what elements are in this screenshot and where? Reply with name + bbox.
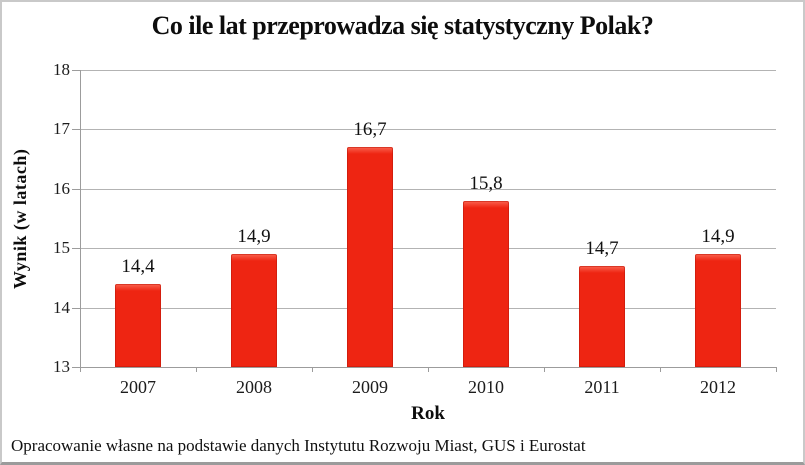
y-tick-mark <box>72 307 80 309</box>
gridline <box>80 129 776 131</box>
gridline <box>80 307 776 309</box>
x-tick-label: 2012 <box>700 377 736 397</box>
bar-value-label: 16,7 <box>353 119 387 141</box>
bar-value-label: 15,8 <box>469 172 503 194</box>
source-note: Opracowanie własne na podstawie danych I… <box>11 436 586 455</box>
x-tick-mark <box>544 367 545 372</box>
y-tick-mark <box>72 188 80 190</box>
bar-value-label: 14,7 <box>585 238 619 260</box>
chart-title: Co ile lat przeprowadza się statystyczny… <box>151 11 654 40</box>
y-tick-mark <box>72 248 80 250</box>
x-axis-title: Rok <box>411 403 445 424</box>
y-tick-label: 17 <box>53 119 70 139</box>
y-axis-title: Wynik (w latach) <box>10 148 30 289</box>
gridline <box>80 70 776 71</box>
bar <box>231 254 277 367</box>
y-tick-label: 16 <box>53 178 70 198</box>
bar-value-label: 14,9 <box>237 226 271 248</box>
gridline <box>80 248 776 250</box>
x-tick-mark <box>776 367 777 372</box>
y-tick-label: 14 <box>53 297 70 317</box>
x-tick-label: 2008 <box>236 377 272 397</box>
bar <box>115 283 161 367</box>
x-tick-label: 2009 <box>352 377 388 397</box>
x-tick-mark <box>428 367 429 372</box>
x-tick-label: 2007 <box>120 377 156 397</box>
x-tick-mark <box>312 367 313 372</box>
bar-value-label: 14,4 <box>121 255 155 277</box>
bar-value-label: 14,9 <box>701 226 735 248</box>
x-tick-mark <box>660 367 661 372</box>
x-tick-label: 2010 <box>468 377 504 397</box>
y-tick-mark <box>72 367 80 368</box>
y-tick-mark <box>72 129 80 131</box>
y-tick-label: 15 <box>53 238 70 258</box>
x-tick-mark <box>80 367 81 372</box>
bar <box>463 200 509 367</box>
x-tick-mark <box>196 367 197 372</box>
y-tick-label: 13 <box>53 357 70 376</box>
y-axis-line <box>80 70 81 368</box>
bar <box>347 147 393 367</box>
gridline <box>80 188 776 190</box>
x-axis-line <box>80 367 776 368</box>
bar <box>695 254 741 367</box>
y-tick-label: 18 <box>53 60 70 79</box>
y-tick-mark <box>72 70 80 71</box>
bar <box>579 266 625 367</box>
x-tick-label: 2011 <box>584 377 620 397</box>
